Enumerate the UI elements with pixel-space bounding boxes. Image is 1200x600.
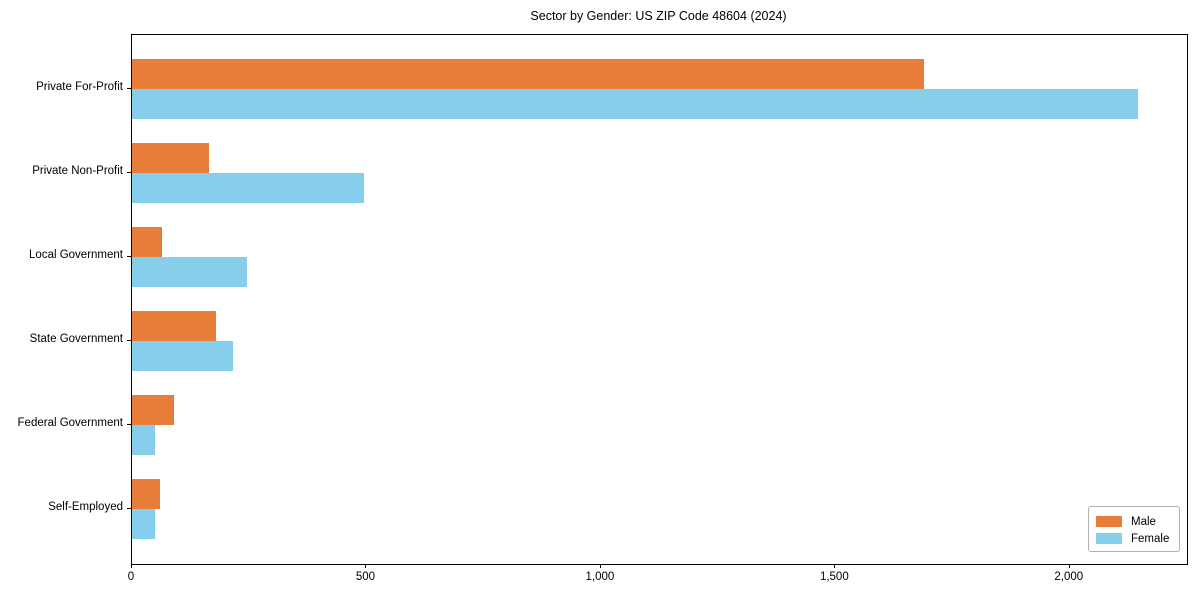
- x-axis-label: 1,500: [819, 571, 849, 583]
- x-axis-label: 500: [355, 571, 376, 583]
- legend: Male Female: [1088, 506, 1180, 552]
- x-tick: [1068, 564, 1070, 568]
- bar-male-2: [132, 143, 210, 173]
- bar-male-6: [132, 479, 161, 509]
- bar-male-1: [132, 59, 925, 89]
- legend-label-female: Female: [1131, 532, 1170, 545]
- x-axis-label: 2,000: [1054, 571, 1084, 583]
- bar-male-5: [132, 395, 175, 425]
- y-tick: [127, 508, 131, 509]
- male-series-swatch-icon: [1096, 516, 1122, 527]
- x-tick: [599, 564, 601, 568]
- bar-female-5: [132, 425, 156, 455]
- y-tick: [127, 340, 131, 341]
- plot-area: [131, 34, 1188, 565]
- x-axis-label: 1,000: [585, 571, 615, 583]
- y-axis-label: Federal Government: [17, 417, 123, 429]
- y-tick: [127, 88, 131, 89]
- female-series-swatch-icon: [1096, 533, 1122, 544]
- x-tick: [834, 564, 836, 568]
- y-axis-label: Private For-Profit: [36, 81, 123, 93]
- x-axis-label: 0: [127, 571, 135, 583]
- bar-female-1: [132, 89, 1138, 119]
- y-axis-label: Private Non-Profit: [32, 165, 123, 177]
- y-tick: [127, 424, 131, 425]
- x-tick: [131, 564, 132, 568]
- y-axis-label: State Government: [29, 333, 123, 345]
- y-tick: [127, 256, 131, 257]
- legend-label-male: Male: [1131, 515, 1156, 528]
- bar-male-3: [132, 227, 163, 257]
- bar-female-4: [132, 341, 233, 371]
- legend-entry-female: Female: [1096, 530, 1179, 547]
- y-tick: [127, 172, 131, 173]
- x-tick: [365, 564, 367, 568]
- legend-entry-male: Male: [1096, 513, 1179, 530]
- chart-title: Sector by Gender: US ZIP Code 48604 (202…: [530, 9, 787, 23]
- y-axis-label: Self-Employed: [48, 501, 123, 513]
- bar-female-2: [132, 173, 365, 203]
- y-axis-label: Local Government: [29, 249, 123, 261]
- bar-female-3: [132, 257, 247, 287]
- bar-male-4: [132, 311, 217, 341]
- bar-female-6: [132, 509, 156, 539]
